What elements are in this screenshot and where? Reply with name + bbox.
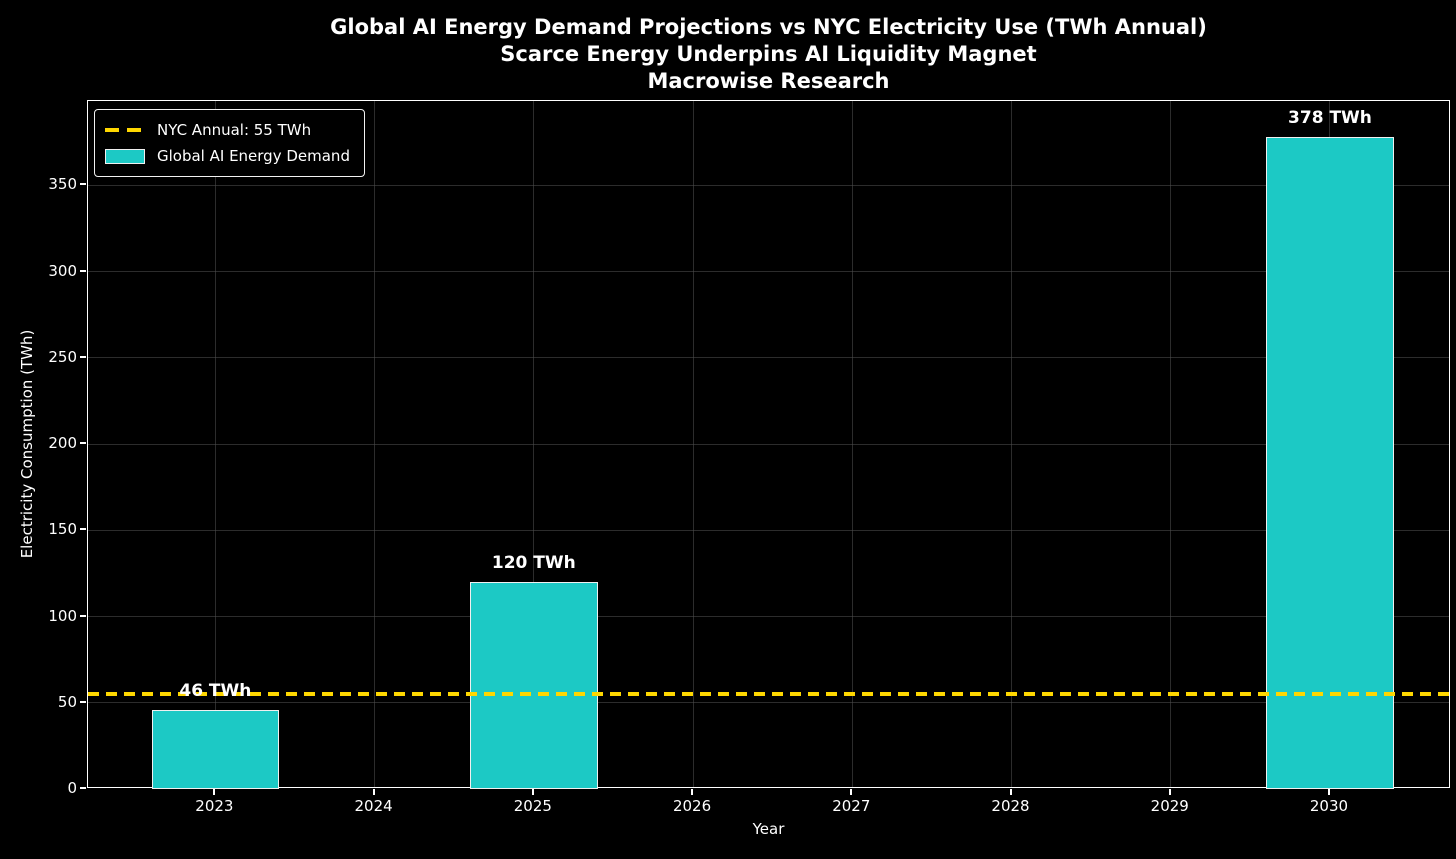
y-tick-mark [80,700,86,703]
y-tick-label: 50 [57,692,77,711]
x-tick-label: 2028 [991,797,1030,815]
x-tick-mark [850,789,853,795]
bar-value-label: 46 TWh [179,680,252,701]
reference-line [88,692,1449,696]
x-tick-label: 2025 [513,797,552,815]
gridline-y [88,184,1449,186]
legend-label: NYC Annual: 55 TWh [157,121,312,139]
y-tick-label: 200 [48,434,77,453]
x-tick-mark [213,789,216,795]
y-tick-label: 350 [48,175,77,194]
y-tick-mark [80,614,86,617]
bar [1266,137,1394,789]
chart-title-block: Global AI Energy Demand Projections vs N… [87,14,1450,95]
y-tick-mark [80,442,86,445]
bar-value-label: 378 TWh [1288,108,1372,129]
plot-area: 46 TWh 120 TWh 378 TWh NYC Annual: 55 TWh … [87,100,1450,789]
y-tick-mark [80,787,86,789]
x-tick-mark [1327,789,1330,795]
x-tick-mark [1168,789,1171,795]
bar [151,709,280,789]
legend-label: Global AI Energy Demand [157,147,350,165]
legend-entry-nyc-annual: NYC Annual: 55 TWh [105,117,350,143]
x-tick-label: 2027 [832,797,871,815]
dashed-line-sample-icon [105,128,145,132]
y-tick-mark [80,269,86,272]
x-tick-label: 2030 [1309,797,1349,815]
x-tick-label: 2026 [672,797,712,815]
gridline-y [88,443,1449,445]
x-tick-label: 2024 [354,797,393,815]
x-tick-label: 2023 [195,797,234,815]
gridline-y [88,702,1449,704]
x-tick-mark [531,789,534,795]
chart-subtitle: Scarce Energy Underpins AI Liquidity Mag… [500,42,1037,66]
x-axis-title: Year [752,820,785,838]
y-tick-label: 250 [48,347,77,366]
gridline-y [88,529,1449,531]
x-tick-mark [1009,789,1012,795]
y-tick-label: 100 [48,606,77,625]
gridline-y [88,616,1449,618]
x-tick-mark [691,789,694,795]
gridline-y [88,357,1449,359]
y-tick-label: 0 [67,779,77,797]
legend-entry-ai-energy-demand: Global AI Energy Demand [105,143,350,169]
x-tick-label: 2029 [1150,797,1189,815]
y-tick-mark [80,528,86,531]
y-tick-mark [80,183,86,186]
x-tick-mark [372,789,375,795]
legend: NYC Annual: 55 TWh Global AI Energy Dema… [94,109,365,177]
bars-layer: 46 TWh 120 TWh 378 TWh [88,101,1449,789]
chart-title: Global AI Energy Demand Projections vs N… [330,15,1207,39]
chart-source: Macrowise Research [647,69,890,93]
bar-value-label: 120 TWh [491,553,576,574]
y-tick-label: 300 [48,261,77,280]
gridline-y [88,271,1449,273]
y-tick-label: 150 [48,520,77,539]
y-tick-mark [80,355,86,358]
bar-patch-sample-icon [105,148,145,164]
bar [470,582,598,789]
